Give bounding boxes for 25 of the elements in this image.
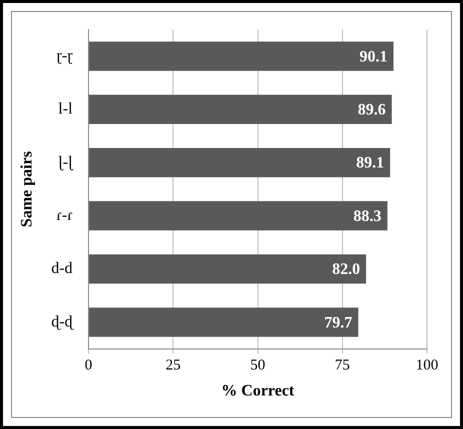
x-tick-label: 25 <box>166 358 181 374</box>
bar <box>89 148 390 178</box>
y-tick-label: ɭ-ɭ <box>58 154 74 171</box>
bar <box>89 201 388 230</box>
data-label: 89.1 <box>356 154 384 172</box>
data-label: 89.6 <box>358 102 386 119</box>
y-tick-label: l-l <box>58 100 74 118</box>
x-tick-label: 0 <box>84 358 92 374</box>
x-axis-title: % Correct <box>221 382 295 400</box>
bar <box>89 94 392 124</box>
data-label: 90.1 <box>359 48 388 66</box>
bar <box>89 308 358 337</box>
y-tick-label: d-d <box>51 260 73 278</box>
bar <box>89 42 394 71</box>
y-tick-label: ɖ-ɖ <box>51 313 75 330</box>
y-axis-title: Same pairs <box>18 151 36 228</box>
x-tick-label: 75 <box>334 358 350 374</box>
data-label: 79.7 <box>324 314 352 332</box>
x-tick-label: 100 <box>416 358 438 374</box>
y-tick-label: ɽ-ɽ <box>56 47 74 64</box>
data-label: 82.0 <box>332 261 360 278</box>
bar <box>89 254 366 284</box>
data-label: 88.3 <box>353 208 382 225</box>
x-tick-label: 50 <box>250 358 266 374</box>
y-tick-label: ɾ-ɾ <box>56 207 73 224</box>
